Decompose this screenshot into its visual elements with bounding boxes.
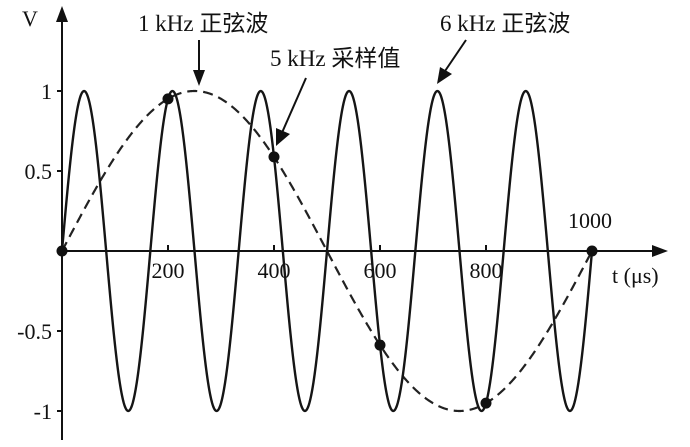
y-tick-label: 0.5 bbox=[25, 159, 53, 184]
series-6khz-sine bbox=[60, 89, 594, 413]
y-axis-arrow bbox=[56, 6, 68, 22]
x-tick-label: 200 bbox=[152, 258, 185, 283]
sample-point bbox=[162, 93, 174, 105]
annotation-5khz-arrow bbox=[276, 77, 307, 146]
x-axis-arrow bbox=[652, 245, 668, 257]
annotation-6khz-arrow bbox=[437, 39, 467, 84]
x-tick-label: 800 bbox=[470, 258, 503, 283]
x-axis-label: t (μs) bbox=[612, 263, 659, 288]
sample-point bbox=[374, 339, 386, 351]
y-axis-label: V bbox=[22, 6, 38, 31]
sample-points bbox=[56, 93, 598, 409]
sample-point bbox=[56, 245, 68, 257]
x-tick-label: 600 bbox=[364, 258, 397, 283]
y-tick-label: 1 bbox=[41, 79, 52, 104]
annotation-1khz-label: 1 kHz 正弦波 bbox=[138, 11, 268, 36]
y-ticks: 1 0.5 -0.5 -1 bbox=[17, 79, 62, 424]
annotation-5khz-label: 5 kHz 采样值 bbox=[270, 46, 400, 71]
x-end-label: 1000 bbox=[568, 208, 612, 233]
series-1khz-sine bbox=[61, 89, 593, 413]
sample-point bbox=[268, 151, 280, 163]
annotation-6khz-label: 6 kHz 正弦波 bbox=[440, 11, 570, 36]
sample-point bbox=[480, 397, 492, 409]
y-tick-label: -0.5 bbox=[17, 319, 52, 344]
annotation-1khz-arrow bbox=[193, 40, 205, 86]
y-tick-label: -1 bbox=[34, 399, 52, 424]
sample-point bbox=[586, 245, 598, 257]
